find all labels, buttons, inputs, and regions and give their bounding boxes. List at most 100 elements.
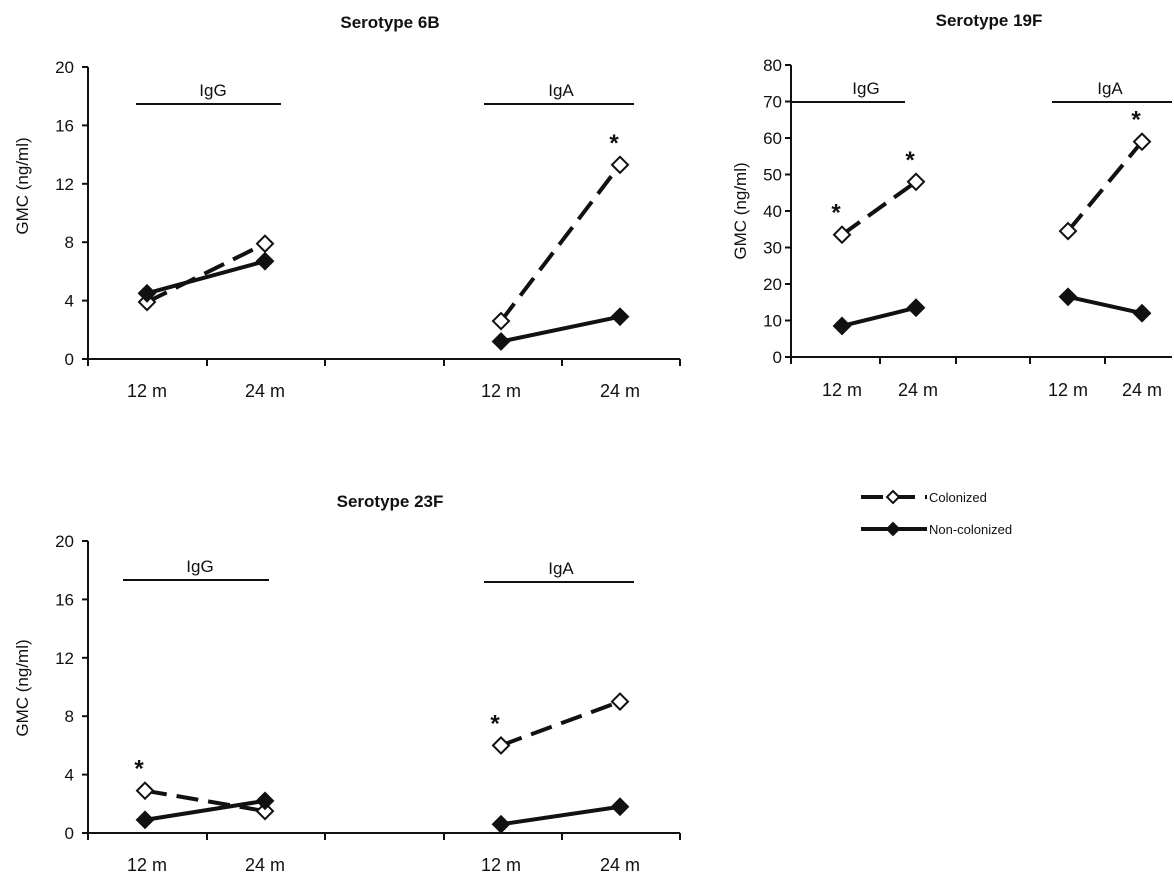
y-tick-label: 12 xyxy=(55,649,74,668)
x-tick-label: 24 m xyxy=(898,380,938,400)
x-tick-labels-23f: 12 m 24 m 12 m 24 m xyxy=(127,855,640,875)
x-tick-label: 12 m xyxy=(127,855,167,875)
data-point-non-colonized xyxy=(255,251,275,271)
data-point-non-colonized xyxy=(491,332,511,351)
significance-star: * xyxy=(905,147,915,174)
series-line-non-colonized xyxy=(500,314,621,344)
data-point-non-colonized xyxy=(137,283,157,303)
data-point-non-colonized xyxy=(255,791,275,811)
data-point-colonized xyxy=(1132,132,1152,152)
data-point-colonized xyxy=(255,234,275,254)
series-line-non-colonized xyxy=(146,259,266,296)
data-point-colonized xyxy=(491,735,511,755)
group-labels-6b: IgG IgA xyxy=(136,81,634,105)
x-tick-label: 12 m xyxy=(481,855,521,875)
series-line-colonized xyxy=(146,241,266,304)
y-axis-label: GMC (ng/ml) xyxy=(13,639,32,736)
y-tick-label: 16 xyxy=(55,116,74,135)
x-tick-label: 12 m xyxy=(1048,380,1088,400)
y-tick-label: 20 xyxy=(763,275,782,294)
panel-title: Serotype 6B xyxy=(340,13,439,32)
significance-star: * xyxy=(1131,107,1141,134)
panel-serotype-19f: Serotype 19F GMC (ng/ml) 0 10 20 30 40 50 60 70… xyxy=(731,11,1172,400)
x-tick-label: 12 m xyxy=(481,381,521,401)
data-point-colonized xyxy=(610,155,630,175)
panel-title: Serotype 23F xyxy=(337,492,444,511)
group-label-igg: IgG xyxy=(199,81,226,100)
group-label-iga: IgA xyxy=(548,559,574,578)
series-line-non-colonized xyxy=(1067,294,1143,316)
data-point-non-colonized xyxy=(906,298,926,318)
group-label-igg: IgG xyxy=(186,557,213,576)
y-tick-label: 0 xyxy=(65,824,74,843)
x-tick-label: 24 m xyxy=(245,855,285,875)
x-tick-labels-6b: 12 m 24 m 12 m 24 m xyxy=(127,381,640,401)
series-line-colonized xyxy=(144,788,266,814)
panel-title: Serotype 19F xyxy=(936,11,1043,30)
significance-star: * xyxy=(490,710,500,737)
y-tick-label: 4 xyxy=(65,766,74,785)
data-point-non-colonized xyxy=(832,316,852,336)
legend-label: Non-colonized xyxy=(929,522,1012,537)
series-line-colonized xyxy=(500,699,621,748)
y-tick-label: 8 xyxy=(65,233,74,252)
group-label-igg: IgG xyxy=(852,79,879,98)
plot-area-23f: ** xyxy=(134,692,630,834)
y-axis-label: GMC (ng/ml) xyxy=(731,162,750,259)
y-tick-label: 16 xyxy=(55,590,74,609)
legend-item-non-colonized: Non-colonized xyxy=(861,521,1012,537)
panel-serotype-23f: Serotype 23F GMC (ng/ml) 0 4 8 12 16 20 IgG I… xyxy=(13,492,681,875)
legend-item-colonized: Colonized xyxy=(861,489,987,505)
series-line-colonized xyxy=(499,163,622,323)
series-line-non-colonized xyxy=(144,798,266,822)
data-point-colonized xyxy=(491,311,511,331)
data-point-non-colonized xyxy=(610,307,630,327)
group-label-iga: IgA xyxy=(1097,79,1123,98)
y-tick-label: 80 xyxy=(763,56,782,75)
y-tick-label: 12 xyxy=(55,175,74,194)
y-tick-label: 10 xyxy=(763,312,782,331)
legend: Colonized Non-colonized xyxy=(861,489,1012,537)
data-point-colonized xyxy=(906,172,926,192)
y-tick-label: 20 xyxy=(55,58,74,77)
data-point-non-colonized xyxy=(610,797,630,817)
plot-area-19f: * * * xyxy=(831,107,1152,336)
group-label-iga: IgA xyxy=(548,81,574,100)
y-tick-label: 40 xyxy=(763,202,782,221)
x-tick-label: 24 m xyxy=(600,855,640,875)
y-tick-label: 0 xyxy=(773,348,782,367)
data-point-non-colonized xyxy=(491,814,511,834)
data-point-colonized xyxy=(832,225,852,245)
panel-serotype-6b: Serotype 6B GMC (ng/ml) 0 4 8 12 16 20 IgG Ig… xyxy=(13,13,681,401)
group-labels-23f: IgG IgA xyxy=(123,557,634,583)
axes-19f: 0 10 20 30 40 50 60 70 80 xyxy=(763,56,1172,367)
data-point-colonized xyxy=(610,692,630,712)
group-labels-19f: IgG IgA xyxy=(791,79,1172,103)
y-tick-label: 70 xyxy=(763,93,782,112)
x-tick-label: 12 m xyxy=(822,380,862,400)
series-line-colonized xyxy=(840,180,918,237)
y-tick-label: 60 xyxy=(763,129,782,148)
plot-area-6b: * xyxy=(137,130,630,351)
y-tick-label: 4 xyxy=(65,292,74,311)
data-point-colonized xyxy=(255,801,275,821)
data-point-non-colonized xyxy=(1132,303,1152,323)
data-point-non-colonized xyxy=(1058,287,1078,307)
x-tick-label: 24 m xyxy=(1122,380,1162,400)
y-tick-label: 50 xyxy=(763,166,782,185)
data-point-colonized xyxy=(1058,221,1078,241)
open-diamond-icon xyxy=(885,489,901,505)
legend-label: Colonized xyxy=(929,490,987,505)
axes-23f: 0 4 8 12 16 20 xyxy=(55,532,681,843)
filled-diamond-icon xyxy=(885,521,901,537)
x-tick-label: 12 m xyxy=(127,381,167,401)
data-point-non-colonized xyxy=(135,810,155,830)
x-tick-label: 24 m xyxy=(245,381,285,401)
x-tick-label: 24 m xyxy=(600,381,640,401)
y-axis-label: GMC (ng/ml) xyxy=(13,137,32,234)
data-point-colonized xyxy=(135,781,155,801)
significance-star: * xyxy=(609,130,619,157)
x-tick-labels-19f: 12 m 24 m 12 m 24 m xyxy=(822,380,1162,400)
series-line-non-colonized xyxy=(841,305,917,328)
